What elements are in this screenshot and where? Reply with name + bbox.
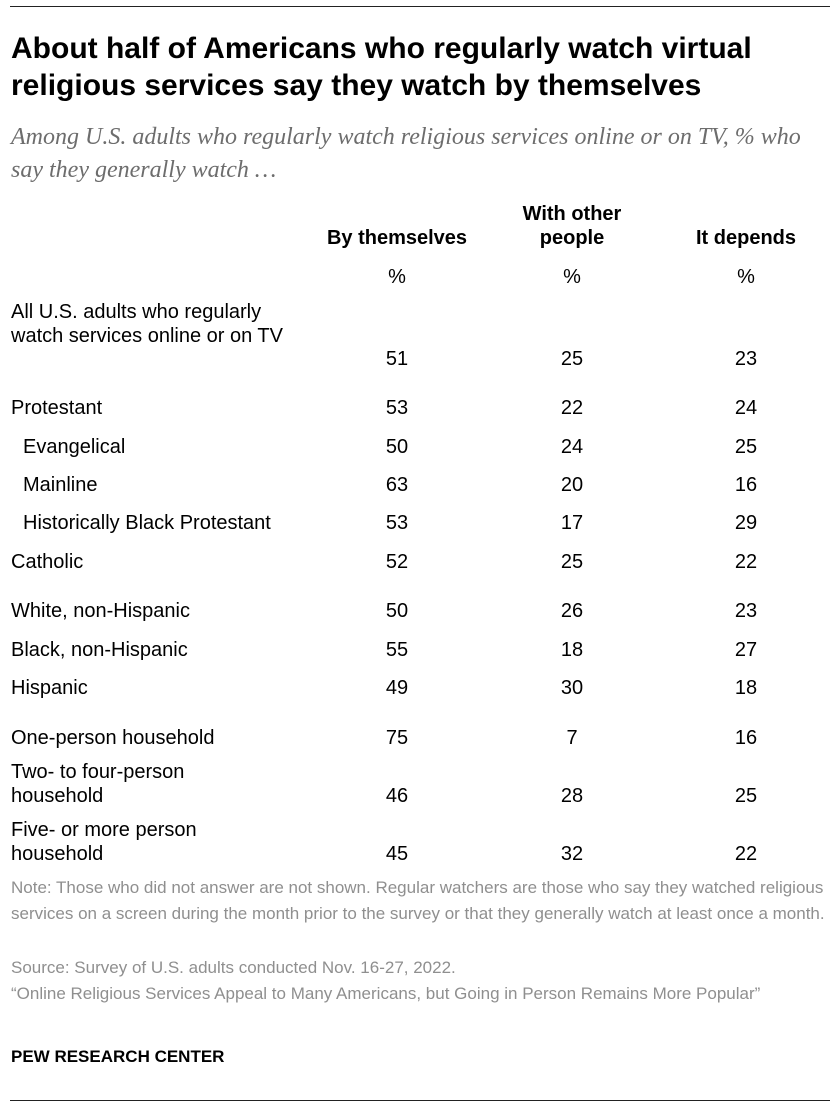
- row-label: Protestant: [11, 397, 103, 419]
- value-by-themselves: 53: [385, 512, 409, 534]
- value-it-depends: 18: [734, 677, 758, 699]
- value-with-other-people: 28: [560, 785, 584, 807]
- value-by-themselves: 52: [385, 551, 409, 573]
- bottom-rule: [10, 1100, 830, 1101]
- value-with-other-people: 20: [560, 474, 584, 496]
- value-with-other-people: 18: [560, 639, 584, 661]
- footnote: Note: Those who did not answer are not s…: [11, 878, 825, 923]
- row-label: White, non-Hispanic: [11, 600, 190, 622]
- source-line: Source: Survey of U.S. adults conducted …: [11, 958, 456, 977]
- value-with-other-people: 30: [560, 677, 584, 699]
- value-with-other-people: 25: [560, 551, 584, 573]
- value-it-depends: 22: [734, 551, 758, 573]
- value-by-themselves: 50: [385, 436, 409, 458]
- value-by-themselves: 63: [385, 474, 409, 496]
- row-label: Black, non-Hispanic: [11, 639, 188, 661]
- row-label: Mainline: [23, 474, 98, 496]
- column-header-it-depends: It depends: [695, 227, 796, 249]
- row-label: Catholic: [11, 551, 84, 573]
- value-it-depends: 23: [734, 348, 758, 370]
- value-by-themselves: 49: [385, 677, 409, 699]
- value-it-depends: 29: [734, 512, 758, 534]
- value-by-themselves: 50: [385, 600, 409, 622]
- value-it-depends: 16: [734, 474, 758, 496]
- unit-label-with-other-people: %: [563, 266, 581, 288]
- value-with-other-people: 25: [560, 348, 584, 370]
- row-label: One-person household: [11, 727, 215, 749]
- chart-subtitle: Among U.S. adults who regularly watch re…: [11, 124, 801, 183]
- row-label: Five- or more person household: [11, 819, 197, 865]
- value-it-depends: 24: [734, 397, 758, 419]
- unit-label-by-themselves: %: [388, 266, 406, 288]
- row-label: Hispanic: [11, 677, 88, 699]
- value-it-depends: 27: [734, 639, 758, 661]
- value-with-other-people: 26: [560, 600, 584, 622]
- row-label: Evangelical: [23, 436, 126, 458]
- unit-label-it-depends: %: [737, 266, 755, 288]
- value-with-other-people: 32: [560, 843, 584, 865]
- value-by-themselves: 75: [385, 727, 409, 749]
- value-with-other-people: 24: [560, 436, 584, 458]
- chart-title: About half of Americans who regularly wa…: [11, 32, 752, 102]
- value-it-depends: 16: [734, 727, 758, 749]
- value-it-depends: 23: [734, 600, 758, 622]
- column-header-by-themselves: By themselves: [326, 227, 468, 249]
- value-by-themselves: 46: [385, 785, 409, 807]
- row-label: Two- to four-person household: [11, 761, 185, 807]
- row-label: All U.S. adults who regularly watch serv…: [11, 301, 283, 347]
- value-it-depends: 25: [734, 436, 758, 458]
- value-with-other-people: 22: [560, 397, 584, 419]
- value-by-themselves: 51: [385, 348, 409, 370]
- value-by-themselves: 45: [385, 843, 409, 865]
- value-by-themselves: 53: [385, 397, 409, 419]
- top-rule: [10, 6, 830, 7]
- column-header-with-other-people: With other people: [522, 203, 622, 249]
- report-title: “Online Religious Services Appeal to Man…: [11, 984, 761, 1003]
- row-label: Historically Black Protestant: [23, 512, 271, 534]
- value-with-other-people: 17: [560, 512, 584, 534]
- value-with-other-people: 7: [566, 727, 578, 749]
- brand-logo-text: PEW RESEARCH CENTER: [11, 1047, 225, 1066]
- value-it-depends: 25: [734, 785, 758, 807]
- value-it-depends: 22: [734, 843, 758, 865]
- value-by-themselves: 55: [385, 639, 409, 661]
